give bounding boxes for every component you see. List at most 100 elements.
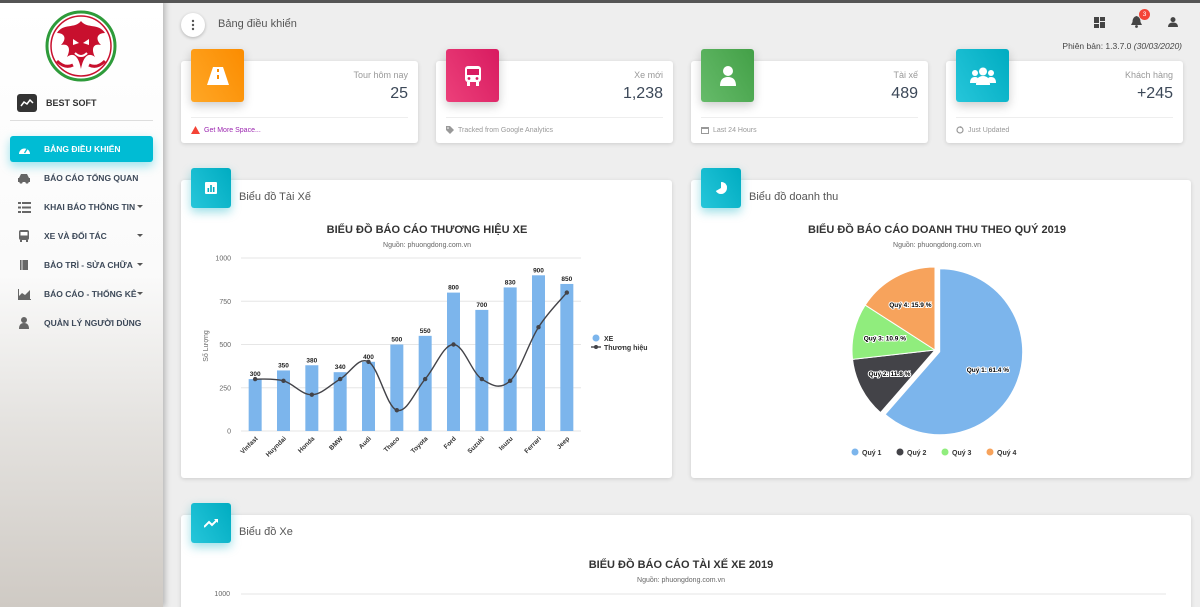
legend-label[interactable]: XE [604, 336, 614, 343]
brand[interactable]: BEST SOFT [10, 91, 153, 121]
line-point[interactable] [281, 378, 286, 384]
chart-title: BIỂU ĐỒ BÁO CÁO DOANH THU THEO QUÝ 2019 [808, 223, 1066, 236]
legend-marker [594, 345, 598, 349]
sidebar-item-label: BẢO TRÌ - SỬA CHỮA [44, 260, 133, 270]
sidebar-item-reports-stats[interactable]: BÁO CÁO - THỐNG KÊ [10, 281, 153, 307]
data-label: 500 [391, 337, 402, 344]
bar[interactable] [532, 275, 545, 431]
sidebar-item-user-management[interactable]: QUẢN LÝ NGƯỜI DÙNG [10, 310, 153, 336]
refresh-icon [956, 126, 964, 134]
line-point[interactable] [507, 378, 513, 384]
x-tick-label: BMW [328, 435, 345, 452]
sidebar-menu: BẢNG ĐIỀU KHIỂN BÁO CÁO TỔNG QUAN KHAI B… [10, 136, 153, 339]
sidebar: BEST SOFT BẢNG ĐIỀU KHIỂN BÁO CÁO TỔNG Q… [0, 0, 163, 607]
stat-label: Khách hàng [1124, 70, 1173, 80]
stat-card-tours: Tour hôm nay 25 Get More Space... [181, 49, 418, 143]
bar-chart-icon [191, 168, 231, 208]
stat-card-new-vehicles: Xe mới 1,238 Tracked from Google Analyti… [436, 49, 673, 143]
slice-label: Quý 4: 15.9 % [889, 302, 931, 309]
trending-up-icon [191, 503, 231, 543]
bar[interactable] [362, 361, 375, 431]
data-label: 800 [448, 285, 459, 292]
x-tick-label: Toyota [410, 435, 430, 455]
pie-slice[interactable] [884, 268, 1024, 436]
sidebar-item-maintenance[interactable]: BẢO TRÌ - SỬA CHỮA [10, 252, 153, 278]
dashboard-grid-button[interactable] [1092, 15, 1106, 29]
legend-label[interactable]: Quý 3 [952, 450, 972, 457]
sidebar-item-info-declaration[interactable]: KHAI BÁO THÔNG TIN [10, 194, 153, 220]
data-label: 300 [250, 371, 261, 378]
chevron-down-icon [137, 263, 143, 266]
legend-label[interactable]: Quý 4 [997, 450, 1017, 457]
bar[interactable] [560, 283, 574, 431]
bar[interactable] [333, 372, 347, 431]
stat-footer-text: Last 24 Hours [713, 126, 757, 134]
line-point[interactable] [394, 408, 400, 413]
line-point[interactable] [309, 392, 315, 397]
more-vert-button[interactable] [181, 13, 205, 37]
legend-label[interactable]: Thương hiệu [604, 345, 647, 352]
stat-card-customers: Khách hàng +245 Just Updated [946, 49, 1183, 143]
data-label: 700 [476, 302, 487, 309]
x-tick-label: Audi [358, 435, 373, 450]
data-label: 830 [505, 279, 516, 286]
more-vert-icon [191, 19, 195, 31]
line-point[interactable] [451, 342, 456, 347]
legend-label[interactable]: Quý 2 [907, 450, 927, 457]
bar[interactable] [475, 309, 489, 431]
account-button[interactable] [1166, 15, 1180, 29]
brand-chart: BIỂU ĐỒ BÁO CÁO THƯƠNG HIỆU XE Nguồn: ph… [201, 223, 647, 459]
stat-label: Tour hôm nay [353, 70, 408, 80]
notifications-button[interactable]: 3 [1129, 9, 1150, 29]
user-icon [17, 317, 31, 329]
y-tick-label: 250 [219, 385, 231, 392]
chevron-down-icon [137, 205, 143, 208]
legend-marker [896, 448, 904, 456]
pie-slice[interactable] [864, 266, 936, 351]
line-point[interactable] [366, 359, 371, 364]
version-info: Phiên bản: 1.3.7.0 (30/03/2020) [1062, 41, 1182, 51]
line-point[interactable] [564, 290, 570, 295]
slice-label: Quý 1: 61.4 % [967, 367, 1009, 374]
person-icon [1168, 17, 1178, 27]
sidebar-item-overview-report[interactable]: BÁO CÁO TỔNG QUAN [10, 165, 153, 191]
bar[interactable] [418, 335, 432, 431]
sidebar-item-vehicles-partners[interactable]: XE VÀ ĐỐI TÁC [10, 223, 153, 249]
line-point[interactable] [252, 376, 258, 382]
bar[interactable] [248, 379, 262, 431]
sidebar-item-dashboard[interactable]: BẢNG ĐIỀU KHIỂN [10, 136, 153, 162]
bar[interactable] [447, 292, 460, 431]
legend-marker [941, 448, 949, 456]
grid-icon [1093, 16, 1105, 28]
x-tick-label: Ford [443, 435, 458, 450]
pie-slice[interactable] [851, 349, 937, 414]
stat-footer: Last 24 Hours [701, 117, 918, 134]
legend-marker [986, 448, 994, 456]
bar[interactable] [305, 365, 319, 431]
chart-title: BIỂU ĐỒ BÁO CÁO THƯƠNG HIỆU XE [327, 223, 528, 236]
stat-footer-link[interactable]: Get More Space... [204, 126, 261, 134]
calendar-icon [701, 127, 709, 134]
y-axis-label: Số Lượng [201, 330, 210, 362]
revenue-pie-chart: BIỂU ĐỒ BÁO CÁO DOANH THU THEO QUÝ 2019 … [808, 223, 1066, 457]
slice-label: Quý 3: 10.9 % [864, 335, 906, 342]
bar[interactable] [390, 344, 404, 432]
data-label: 550 [420, 328, 431, 335]
bar[interactable] [277, 370, 290, 431]
top-actions: 3 [1092, 9, 1180, 29]
line-point[interactable] [337, 376, 343, 382]
sidebar-item-label: BẢNG ĐIỀU KHIỂN [44, 144, 121, 154]
line-point[interactable] [536, 325, 541, 330]
road-icon [191, 49, 244, 102]
book-icon [17, 259, 31, 271]
line-point[interactable] [422, 376, 428, 382]
panel-title: Biểu đồ doanh thu [749, 191, 839, 203]
bar[interactable] [503, 287, 517, 431]
legend-label[interactable]: Quý 1 [862, 450, 882, 457]
driver-chart-panel: Biểu đồ Tài Xế BIỂU ĐỒ BÁO CÁO THƯƠNG HI… [181, 168, 672, 478]
data-label: 380 [306, 357, 317, 364]
version-label: Phiên bản: 1.3.7.0 [1062, 41, 1132, 51]
line-point[interactable] [479, 376, 485, 382]
version-date: (30/03/2020) [1133, 41, 1182, 51]
x-tick-label: Honda [297, 435, 317, 455]
